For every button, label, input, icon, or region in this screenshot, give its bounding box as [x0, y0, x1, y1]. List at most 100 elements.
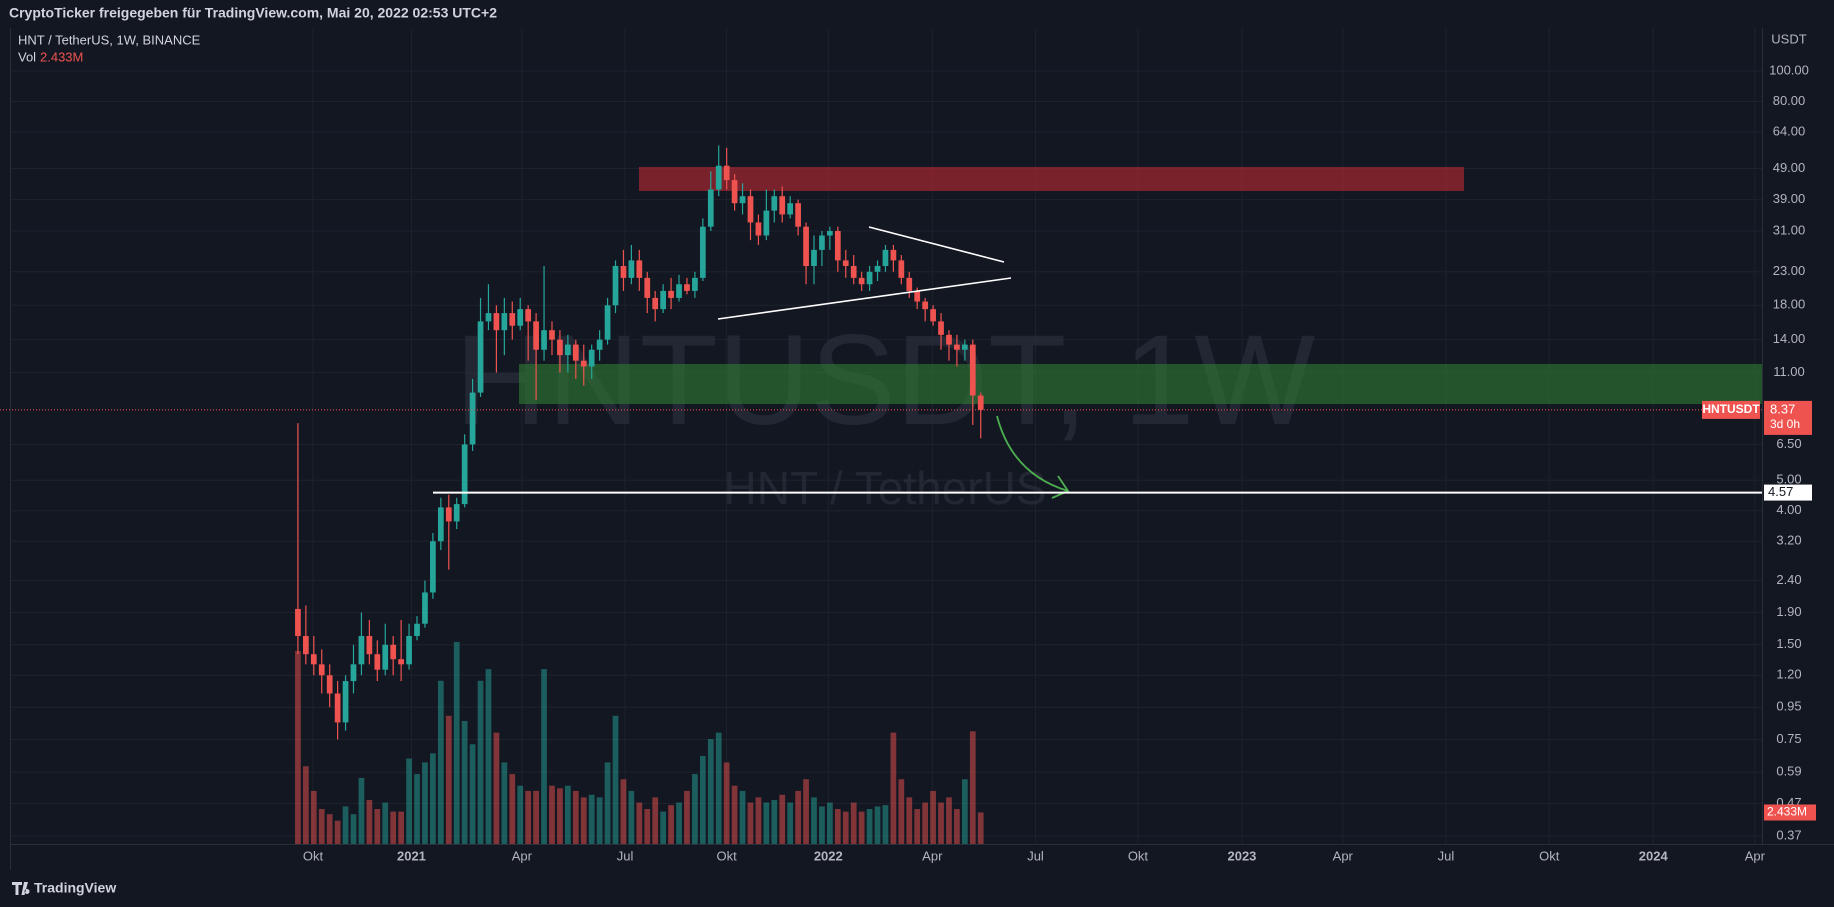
volume-bar — [461, 720, 468, 844]
candle-body — [318, 664, 325, 676]
volume-bar — [882, 805, 889, 844]
candle-body — [676, 284, 682, 298]
volume-tag-box — [1764, 804, 1816, 821]
y-tick-label: 80.00 — [1773, 93, 1806, 108]
y-tick-label: 0.95 — [1776, 699, 1801, 714]
candle-body — [604, 305, 611, 340]
y-tick-label: 1.50 — [1776, 636, 1801, 651]
candle-body — [580, 360, 587, 367]
volume-bar — [572, 790, 579, 844]
volume-bar — [596, 797, 603, 844]
tradingview-logo[interactable] — [12, 882, 30, 895]
support-zone — [519, 364, 1762, 404]
volume-bar — [295, 651, 301, 844]
candle-body — [668, 290, 674, 298]
volume-bar — [930, 790, 936, 844]
candle-body — [779, 196, 786, 215]
volume-bar — [858, 811, 865, 844]
symbol-legend: HNT / TetherUS, 1W, BINANCE — [18, 32, 201, 47]
price-tag-box — [1764, 400, 1812, 435]
y-tick-label: 0.37 — [1776, 827, 1801, 842]
axes: 100.00 80.00 64.00 49.00 39.00 31.00 23.00 18.0… — [303, 62, 1809, 863]
x-tick-label: Apr — [922, 848, 943, 863]
y-tick-label: 3.20 — [1776, 533, 1801, 548]
volume-bar — [406, 758, 412, 844]
candle-body — [747, 196, 754, 223]
candle-body — [827, 231, 833, 236]
candle-body — [366, 635, 373, 655]
volume-bar — [565, 785, 571, 844]
candle-body — [350, 664, 357, 682]
volume-bar — [374, 809, 381, 844]
volume-bar — [906, 797, 913, 844]
y-tick-label: 1.90 — [1776, 604, 1801, 619]
x-tick-label: 2023 — [1227, 848, 1256, 863]
price-tag: 8.37 — [1770, 401, 1795, 416]
volume-bar — [779, 794, 786, 844]
volume-bar — [342, 806, 349, 844]
volume-bar — [453, 641, 460, 844]
volume-bar — [954, 809, 960, 844]
x-tick-label: Okt — [303, 848, 324, 863]
y-tick-label: 11.00 — [1773, 364, 1805, 379]
projection-arrowhead — [1051, 475, 1070, 499]
volume-bar — [628, 790, 635, 844]
candle-body — [390, 644, 397, 660]
y-tick-label: 14.00 — [1773, 331, 1806, 346]
candle-body — [477, 321, 484, 393]
price-axis — [1762, 28, 1834, 844]
volume-bar — [326, 814, 333, 844]
candle-body — [652, 297, 659, 310]
candle-body — [906, 277, 913, 291]
volume-bar — [676, 802, 682, 844]
candle-body — [636, 260, 643, 278]
volume-bar — [834, 809, 841, 844]
volume-bar — [842, 811, 849, 844]
y-tick-label: 49.00 — [1773, 160, 1806, 175]
candle-body — [922, 301, 929, 310]
volume-bar — [310, 790, 317, 844]
candle-body — [882, 249, 889, 266]
candle-body — [684, 284, 690, 291]
candle-body — [969, 344, 976, 396]
candle-body — [445, 507, 452, 522]
candle-body — [437, 507, 444, 542]
volume-bar — [525, 790, 532, 844]
candle-body — [977, 395, 984, 410]
candle-body — [382, 644, 389, 670]
volume-bar — [493, 732, 500, 844]
volume-bar — [811, 797, 817, 844]
candle-body — [898, 260, 905, 278]
volume-bar — [437, 680, 444, 844]
candle-body — [565, 344, 571, 356]
x-tick-label: Apr — [1745, 848, 1766, 863]
candle-body — [866, 271, 873, 285]
brand[interactable]: TradingView — [34, 880, 116, 896]
y-tick-label: 39.00 — [1773, 191, 1806, 206]
y-tick-label: 0.75 — [1776, 731, 1801, 746]
candle-body — [414, 623, 420, 636]
volume-bar — [652, 797, 659, 844]
volume-bar — [644, 809, 651, 844]
candle-body — [795, 203, 801, 227]
candle-body — [541, 330, 547, 350]
y-tick-label: 64.00 — [1773, 123, 1806, 138]
x-tick-label: Jul — [1438, 848, 1455, 863]
volume-legend-label: Vol — [18, 49, 36, 64]
volume-bar — [350, 814, 357, 844]
candle-body — [461, 444, 468, 505]
symbol-tag-box — [1702, 400, 1760, 419]
volume-bar — [517, 785, 524, 844]
candle-body — [699, 226, 706, 278]
candle-body — [310, 654, 317, 665]
volume-bar — [382, 802, 389, 844]
candle-body — [707, 189, 714, 227]
candle-body — [422, 592, 428, 624]
volume-bar — [692, 774, 698, 844]
x-tick-label: Apr — [512, 848, 533, 863]
candle-body — [572, 344, 579, 361]
volume-bar — [739, 790, 746, 844]
